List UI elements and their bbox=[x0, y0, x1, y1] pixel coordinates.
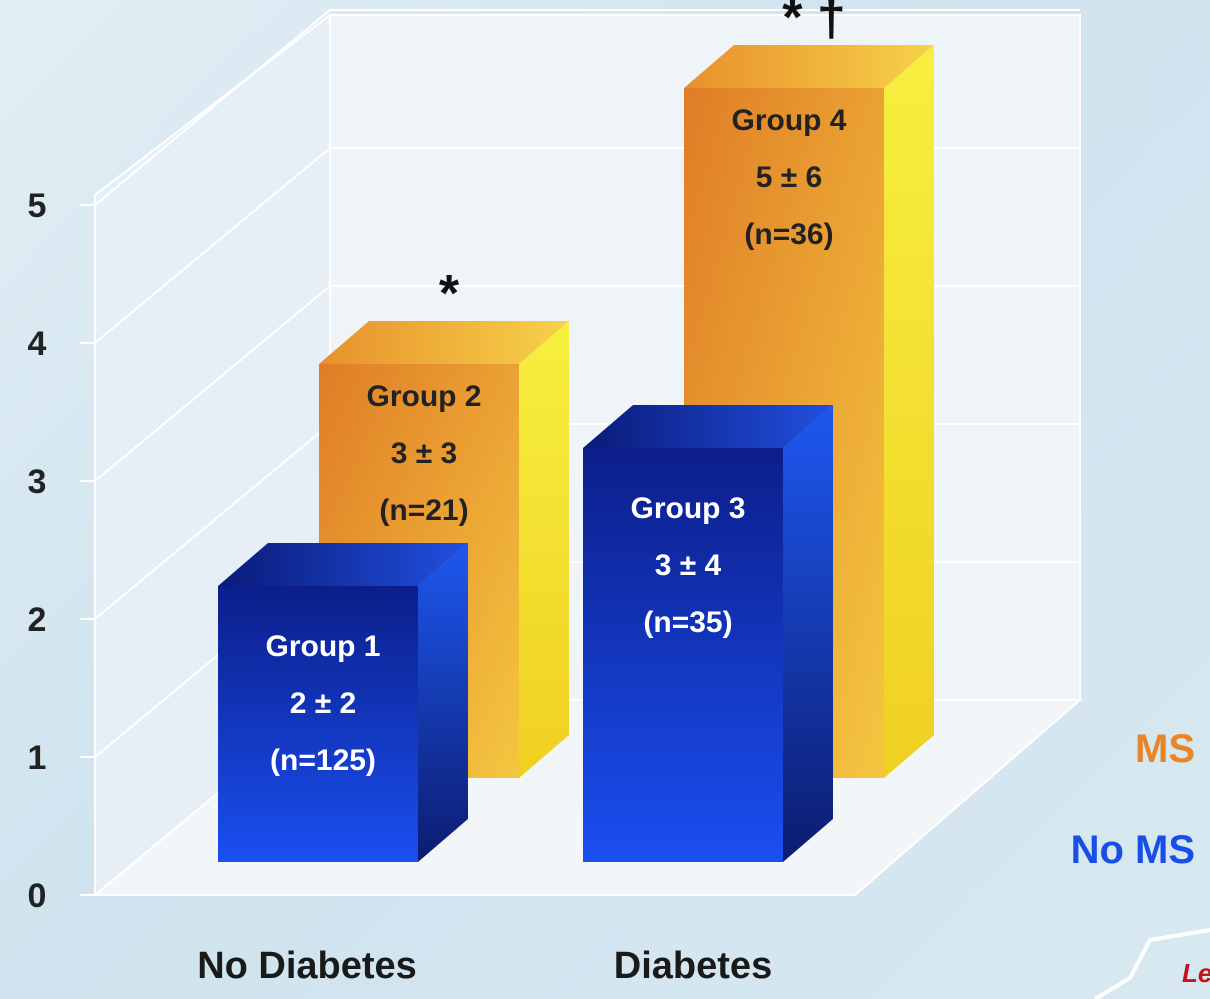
x-axis-labels: No Diabetes Diabetes bbox=[197, 945, 772, 987]
legend-item: MS bbox=[1135, 727, 1195, 771]
bar-group-label: Group 4 bbox=[731, 104, 846, 137]
bar-group-label: Group 1 bbox=[265, 630, 380, 663]
y-tick-label: 0 bbox=[28, 877, 47, 915]
bar-n-label: (n=125) bbox=[270, 744, 376, 777]
bar-significance-marker: * bbox=[439, 265, 460, 323]
bar-side bbox=[519, 321, 569, 778]
bar-stat-label: 5 ± 6 bbox=[756, 161, 823, 194]
y-tick-label: 2 bbox=[28, 601, 47, 639]
y-axis-ticks: 0 1 2 3 4 5 bbox=[28, 187, 95, 915]
grid-line-side bbox=[94, 9, 331, 206]
grid-line-side bbox=[94, 147, 331, 344]
legend-item: No MS bbox=[1071, 828, 1195, 872]
y-tick-label: 5 bbox=[28, 187, 47, 225]
corner-logo: Le bbox=[1093, 928, 1210, 999]
x-category-label: Diabetes bbox=[614, 945, 772, 987]
bar-front bbox=[218, 586, 418, 862]
y-tick-label: 3 bbox=[28, 463, 47, 501]
bar-no-ms-1: Group 3 3 ± 4 (n=35) bbox=[583, 405, 833, 862]
bar-side bbox=[783, 405, 833, 862]
grid-line-side bbox=[94, 423, 331, 620]
bar-group-label: Group 3 bbox=[630, 492, 745, 525]
bar-stat-label: 2 ± 2 bbox=[290, 687, 357, 720]
bar-n-label: (n=35) bbox=[643, 606, 732, 639]
legend: MS No MS bbox=[1071, 727, 1195, 872]
y-tick-label: 4 bbox=[28, 325, 47, 363]
bar-n-label: (n=21) bbox=[379, 494, 468, 527]
bar-top bbox=[218, 543, 468, 586]
bar-top bbox=[684, 45, 934, 88]
bar-n-label: (n=36) bbox=[744, 218, 833, 251]
bar-group-label: Group 2 bbox=[366, 380, 481, 413]
bar-side bbox=[884, 45, 934, 778]
corner-logo-text: Le bbox=[1182, 958, 1210, 988]
y-tick-label: 1 bbox=[28, 739, 47, 777]
grid-line-side bbox=[94, 285, 331, 482]
bar-front bbox=[583, 448, 783, 862]
bar-stat-label: 3 ± 3 bbox=[391, 437, 458, 470]
bar-significance-marker: * † bbox=[782, 0, 846, 47]
bars: Group 2 3 ± 3 (n=21) * Group 4 5 ± 6 (n=36) * †… bbox=[218, 0, 934, 862]
bar-stat-label: 3 ± 4 bbox=[655, 549, 722, 582]
bar-no-ms-0: Group 1 2 ± 2 (n=125) bbox=[218, 543, 468, 862]
bar-top bbox=[319, 321, 569, 364]
x-category-label: No Diabetes bbox=[197, 945, 417, 987]
bar-top bbox=[583, 405, 833, 448]
bar-side bbox=[418, 543, 468, 862]
